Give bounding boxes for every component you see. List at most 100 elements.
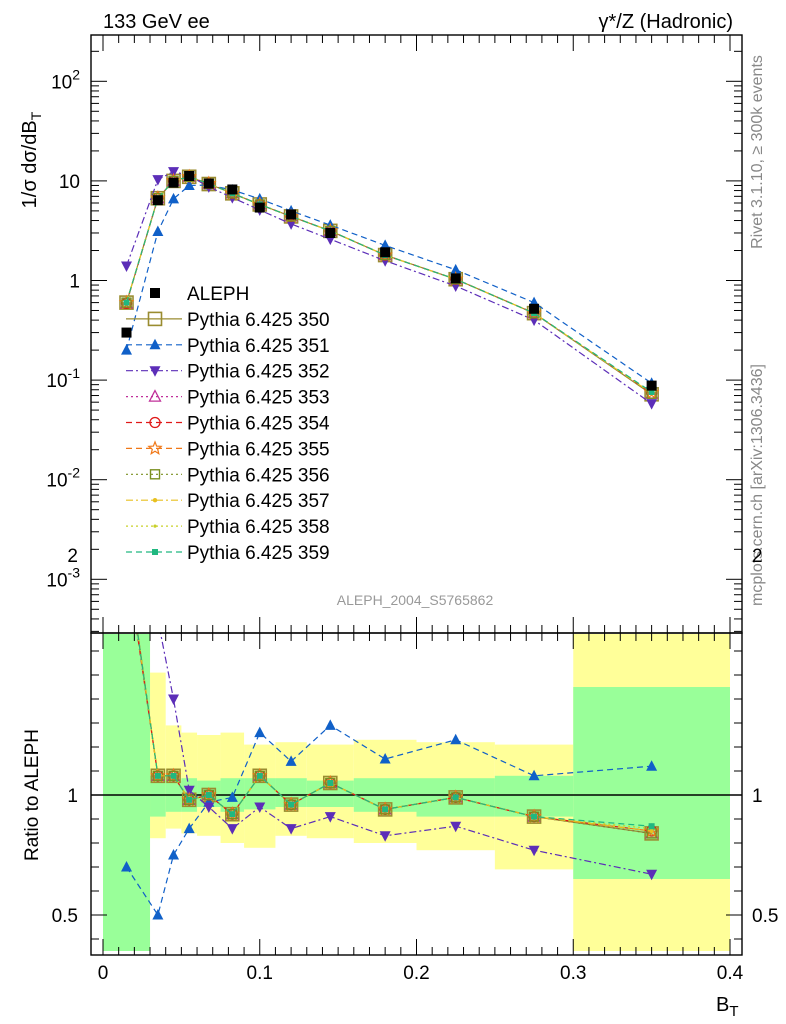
ratio-series-point — [256, 772, 263, 779]
ratio-series-point — [152, 909, 164, 920]
main-y-tick-label: 10 — [59, 172, 80, 193]
aleph-point — [227, 184, 238, 195]
ratio-series-point — [254, 802, 266, 813]
legend-marker — [153, 524, 157, 528]
ratio-series-point — [170, 772, 177, 779]
ratio-series-point — [379, 831, 391, 842]
ratio-series-point — [450, 821, 462, 833]
main-ylabel: 1/σ dσ/dBT — [19, 111, 44, 208]
main-series-group — [118, 167, 660, 410]
legend-aleph-label: ALEPH — [187, 284, 249, 305]
ratio-y-tick-label-left: 0.5 — [52, 906, 78, 927]
ratio-series-point — [254, 726, 266, 738]
aleph-point — [254, 202, 265, 213]
ratio-series-point — [254, 770, 265, 781]
legend-label: Pythia 6.425 358 — [187, 517, 330, 538]
green-band-bin — [150, 775, 166, 817]
ratio-series-point — [648, 823, 655, 830]
ratio-series-point — [184, 794, 195, 805]
ratio-series-point — [168, 849, 180, 860]
header-left-label: 133 GeV ee — [103, 11, 210, 33]
main-series-point — [168, 192, 180, 204]
ratio-series-point — [379, 753, 391, 764]
x-tick-label: 0 — [98, 963, 109, 984]
legend-label: Pythia 6.425 353 — [187, 388, 330, 409]
ratio-series-point — [450, 733, 462, 745]
ratio-series-point — [452, 794, 459, 801]
ratio-series-point — [327, 780, 334, 786]
ratio-series-point — [227, 809, 238, 820]
x-tick-label: 0.4 — [717, 963, 744, 984]
aleph-point — [286, 209, 297, 220]
ratio-series-group — [121, 633, 660, 920]
ratio-series-point — [285, 824, 297, 835]
ratio-series-point — [646, 760, 658, 771]
legend-marker — [152, 498, 158, 503]
legend-label: Pythia 6.425 357 — [187, 491, 330, 512]
ratio-series-point — [285, 755, 297, 766]
main-series-point — [121, 261, 133, 272]
aleph-point — [529, 303, 540, 314]
legend-marker — [149, 469, 161, 480]
ratio-series-point — [450, 792, 461, 803]
legend-label: Pythia 6.425 355 — [187, 439, 330, 460]
ratio-ylabel: Ratio to ALEPH — [22, 729, 43, 861]
ratio-series-point — [203, 802, 215, 813]
ratio-series-point — [649, 828, 654, 834]
ratio-series-point — [325, 777, 336, 789]
ratio-series-point — [121, 861, 133, 872]
ratio-y-tick-label-left: 1 — [67, 786, 78, 807]
main-series-point — [121, 344, 133, 355]
ratio-series-point — [531, 813, 538, 820]
main-series-point — [648, 388, 655, 395]
ratio-series-point — [285, 799, 297, 810]
main-series-point — [646, 399, 658, 410]
ratio-series-point — [203, 789, 215, 801]
aleph-point — [184, 170, 195, 181]
ratio-series-point — [154, 772, 161, 779]
ratio-series-351 — [121, 719, 658, 920]
ratio-series-359 — [136, 633, 655, 830]
legend-label: Pythia 6.425 350 — [187, 310, 330, 331]
aleph-point — [646, 380, 657, 391]
ratio-series-point — [226, 824, 238, 835]
aleph-point — [168, 177, 179, 188]
green-band-bin — [573, 687, 730, 879]
ratio-frame — [90, 632, 743, 956]
main-series-point — [183, 179, 195, 190]
legend-aleph-marker — [150, 288, 160, 298]
main-series-point — [168, 167, 180, 178]
aleph-point — [121, 327, 132, 338]
legend-label: Pythia 6.425 351 — [187, 336, 330, 357]
ratio-series-point — [183, 785, 195, 797]
legend-marker — [147, 440, 163, 456]
ratio-series-point — [288, 801, 295, 808]
legend-marker — [149, 366, 161, 377]
aleph-point — [152, 195, 163, 206]
legend-label: Pythia 6.425 356 — [187, 465, 330, 486]
legend-label: Pythia 6.425 354 — [187, 414, 330, 435]
ratio-series-point — [186, 796, 193, 803]
ratio-series-point — [379, 804, 391, 815]
legend: ALEPH Pythia 6.425 350 Pythia 6.425 351 Pyt… — [126, 284, 330, 564]
ratio-series-point — [324, 812, 336, 823]
ratio-y-tick-label-left: 2 — [67, 546, 78, 567]
ratio-y-tick-label-right: 1 — [752, 786, 763, 807]
ratio-series-point — [183, 822, 195, 834]
aleph-point — [380, 247, 391, 258]
green-band-bin — [103, 634, 151, 951]
ratio-series-point — [646, 869, 658, 881]
aleph-point — [325, 227, 336, 238]
mcplots-label: mcplots.cern.ch [arXiv:1306.3436] — [749, 364, 766, 606]
legend-marker — [147, 311, 163, 327]
aleph-point — [203, 178, 214, 189]
ratio-series-point — [226, 791, 238, 802]
ratio-y-tick-label-right: 0.5 — [752, 906, 778, 927]
ratio-series-point — [168, 694, 180, 705]
ratio-series-point — [382, 806, 389, 813]
header-right-label: γ*/Z (Hadronic) — [599, 11, 733, 33]
aleph-data-points — [121, 170, 657, 391]
legend-marker — [149, 416, 161, 429]
main-series-point — [152, 175, 164, 186]
